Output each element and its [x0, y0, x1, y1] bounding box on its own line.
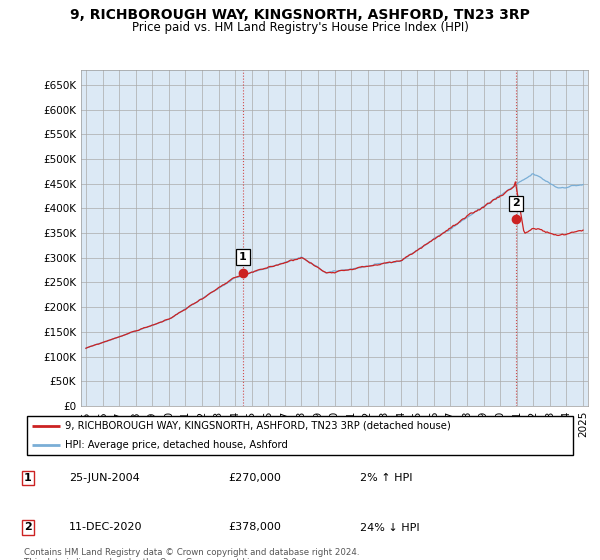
Text: Contains HM Land Registry data © Crown copyright and database right 2024.
This d: Contains HM Land Registry data © Crown c…: [24, 548, 359, 560]
Text: HPI: Average price, detached house, Ashford: HPI: Average price, detached house, Ashf…: [65, 440, 288, 450]
Text: 25-JUN-2004: 25-JUN-2004: [69, 473, 140, 483]
Text: 2: 2: [512, 198, 520, 208]
Text: 9, RICHBOROUGH WAY, KINGSNORTH, ASHFORD, TN23 3RP (detached house): 9, RICHBOROUGH WAY, KINGSNORTH, ASHFORD,…: [65, 421, 451, 431]
Text: Price paid vs. HM Land Registry's House Price Index (HPI): Price paid vs. HM Land Registry's House …: [131, 21, 469, 34]
Text: 1: 1: [24, 473, 32, 483]
Text: 9, RICHBOROUGH WAY, KINGSNORTH, ASHFORD, TN23 3RP: 9, RICHBOROUGH WAY, KINGSNORTH, ASHFORD,…: [70, 8, 530, 22]
Text: £270,000: £270,000: [228, 473, 281, 483]
FancyBboxPatch shape: [27, 416, 573, 455]
Text: 24% ↓ HPI: 24% ↓ HPI: [360, 522, 419, 533]
Text: 11-DEC-2020: 11-DEC-2020: [69, 522, 143, 533]
Text: 2% ↑ HPI: 2% ↑ HPI: [360, 473, 413, 483]
Text: 1: 1: [239, 252, 247, 262]
Text: 2: 2: [24, 522, 32, 533]
Text: £378,000: £378,000: [228, 522, 281, 533]
